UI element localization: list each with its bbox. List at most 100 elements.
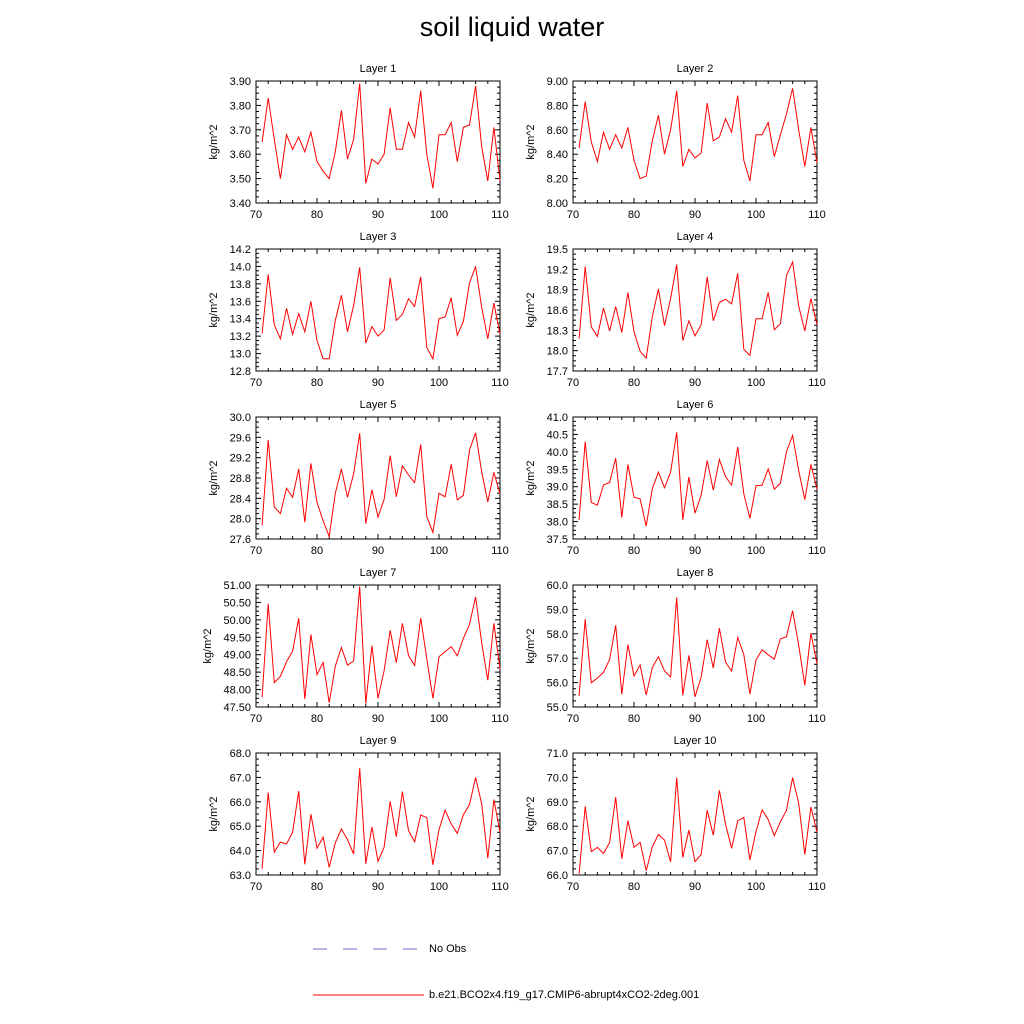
y-tick-label: 65.0 bbox=[230, 821, 251, 833]
y-tick-label: 28.4 bbox=[230, 493, 251, 505]
y-axis-label: kg/m^2 bbox=[525, 796, 537, 831]
y-tick-label: 49.00 bbox=[223, 650, 251, 662]
legend-model-label: b.e21.BCO2x4.f19_g17.CMIP6-abrupt4xCO2-2… bbox=[429, 989, 700, 1001]
y-tick-label: 39.0 bbox=[547, 482, 568, 494]
x-tick-label: 90 bbox=[689, 377, 701, 389]
y-tick-label: 50.50 bbox=[223, 597, 251, 609]
y-tick-label: 13.4 bbox=[230, 314, 251, 326]
y-tick-label: 47.50 bbox=[223, 702, 251, 714]
panel-layer-5: Layer 5 70 80 90 100 110 27.6 28.0 28.4 28.8 29.2 2… bbox=[208, 399, 509, 557]
y-tick-label: 38.5 bbox=[547, 499, 568, 511]
panel-layer-9: Layer 9 70 80 90 100 110 63.0 64.0 65.0 66.0 67.0 6… bbox=[208, 735, 509, 893]
series-line bbox=[261, 432, 501, 539]
x-tick-label: 80 bbox=[628, 713, 640, 725]
x-tick-label: 70 bbox=[250, 209, 262, 221]
legend-obs-label: No Obs bbox=[429, 943, 467, 955]
y-tick-label: 29.2 bbox=[230, 453, 251, 465]
y-tick-label: 18.3 bbox=[547, 325, 568, 337]
y-tick-label: 63.0 bbox=[230, 870, 251, 882]
y-tick-label: 50.00 bbox=[223, 615, 251, 627]
y-tick-label: 40.0 bbox=[547, 447, 568, 459]
y-tick-label: 67.0 bbox=[547, 846, 568, 858]
x-tick-label: 100 bbox=[430, 881, 448, 893]
x-tick-label: 90 bbox=[689, 881, 701, 893]
x-tick-label: 90 bbox=[689, 713, 701, 725]
y-tick-label: 8.40 bbox=[547, 149, 568, 161]
x-tick-label: 80 bbox=[628, 209, 640, 221]
y-axis-label: kg/m^2 bbox=[208, 460, 220, 495]
y-tick-label: 13.2 bbox=[230, 331, 251, 343]
chart-title: soil liquid water bbox=[419, 12, 605, 42]
y-tick-label: 3.80 bbox=[230, 100, 251, 112]
y-tick-label: 8.80 bbox=[547, 100, 568, 112]
y-tick-label: 13.6 bbox=[230, 296, 251, 308]
x-tick-label: 90 bbox=[372, 377, 384, 389]
y-tick-label: 48.00 bbox=[223, 685, 251, 697]
y-axis-label: kg/m^2 bbox=[525, 292, 537, 327]
x-tick-label: 100 bbox=[430, 377, 448, 389]
y-tick-label: 9.00 bbox=[547, 76, 568, 88]
y-tick-label: 14.2 bbox=[230, 244, 251, 256]
y-tick-label: 40.5 bbox=[547, 429, 568, 441]
panel-title: Layer 7 bbox=[360, 567, 397, 579]
x-tick-label: 70 bbox=[567, 713, 579, 725]
x-tick-label: 110 bbox=[491, 881, 509, 893]
y-tick-label: 58.0 bbox=[547, 629, 568, 641]
y-tick-label: 70.0 bbox=[547, 772, 568, 784]
x-tick-label: 100 bbox=[747, 713, 765, 725]
y-tick-label: 64.0 bbox=[230, 846, 251, 858]
y-axis-label: kg/m^2 bbox=[525, 124, 537, 159]
y-tick-label: 49.50 bbox=[223, 632, 251, 644]
panel-title: Layer 3 bbox=[360, 231, 397, 243]
x-tick-label: 110 bbox=[808, 713, 826, 725]
y-tick-label: 17.7 bbox=[547, 366, 568, 378]
series-line bbox=[261, 586, 501, 704]
y-tick-label: 56.0 bbox=[547, 678, 568, 690]
x-tick-label: 80 bbox=[311, 881, 323, 893]
x-tick-label: 90 bbox=[372, 545, 384, 557]
panel-layer-6: Layer 6 70 80 90 100 110 37.5 38.0 38.5 39.0 39.5 4… bbox=[525, 399, 826, 557]
x-tick-label: 70 bbox=[567, 545, 579, 557]
panel-layer-7: Layer 7 70 80 90 100 110 47.50 48.00 48.50 49.00 4… bbox=[202, 567, 509, 725]
series-line bbox=[578, 260, 818, 360]
y-tick-label: 30.0 bbox=[230, 412, 251, 424]
y-tick-label: 68.0 bbox=[547, 821, 568, 833]
y-axis-label: kg/m^2 bbox=[208, 292, 220, 327]
x-tick-label: 70 bbox=[567, 209, 579, 221]
series-line bbox=[578, 597, 818, 697]
x-tick-label: 70 bbox=[567, 377, 579, 389]
x-tick-label: 80 bbox=[628, 545, 640, 557]
y-tick-label: 27.6 bbox=[230, 534, 251, 546]
x-tick-label: 100 bbox=[430, 713, 448, 725]
y-axis-label: kg/m^2 bbox=[525, 460, 537, 495]
y-tick-label: 55.0 bbox=[547, 702, 568, 714]
y-axis-label: kg/m^2 bbox=[525, 628, 537, 663]
y-tick-label: 59.0 bbox=[547, 604, 568, 616]
panel-layer-3: Layer 3 70 80 90 100 110 12.8 13.0 13.2 13.4 13.6 1… bbox=[208, 231, 509, 389]
y-tick-label: 37.5 bbox=[547, 534, 568, 546]
panel-title: Layer 9 bbox=[360, 735, 397, 747]
x-tick-label: 80 bbox=[311, 545, 323, 557]
panel-title: Layer 2 bbox=[677, 63, 714, 75]
y-axis-label: kg/m^2 bbox=[208, 124, 220, 159]
x-tick-label: 110 bbox=[808, 545, 826, 557]
x-tick-label: 80 bbox=[311, 377, 323, 389]
y-tick-label: 71.0 bbox=[547, 748, 568, 760]
x-tick-label: 80 bbox=[311, 209, 323, 221]
y-tick-label: 28.0 bbox=[230, 514, 251, 526]
x-tick-label: 110 bbox=[491, 545, 509, 557]
panel-layer-4: Layer 4 70 80 90 100 110 17.7 18.0 18.3 18.6 18.9 1… bbox=[525, 231, 826, 389]
y-tick-label: 68.0 bbox=[230, 748, 251, 760]
x-tick-label: 110 bbox=[491, 377, 509, 389]
y-axis-label: kg/m^2 bbox=[202, 628, 214, 663]
y-tick-label: 18.6 bbox=[547, 305, 568, 317]
panel-title: Layer 10 bbox=[674, 735, 717, 747]
x-tick-label: 100 bbox=[747, 881, 765, 893]
series-line bbox=[578, 88, 818, 182]
x-tick-label: 70 bbox=[250, 545, 262, 557]
y-tick-label: 12.8 bbox=[230, 366, 251, 378]
x-tick-label: 90 bbox=[689, 545, 701, 557]
x-tick-label: 100 bbox=[747, 545, 765, 557]
y-tick-label: 29.6 bbox=[230, 432, 251, 444]
